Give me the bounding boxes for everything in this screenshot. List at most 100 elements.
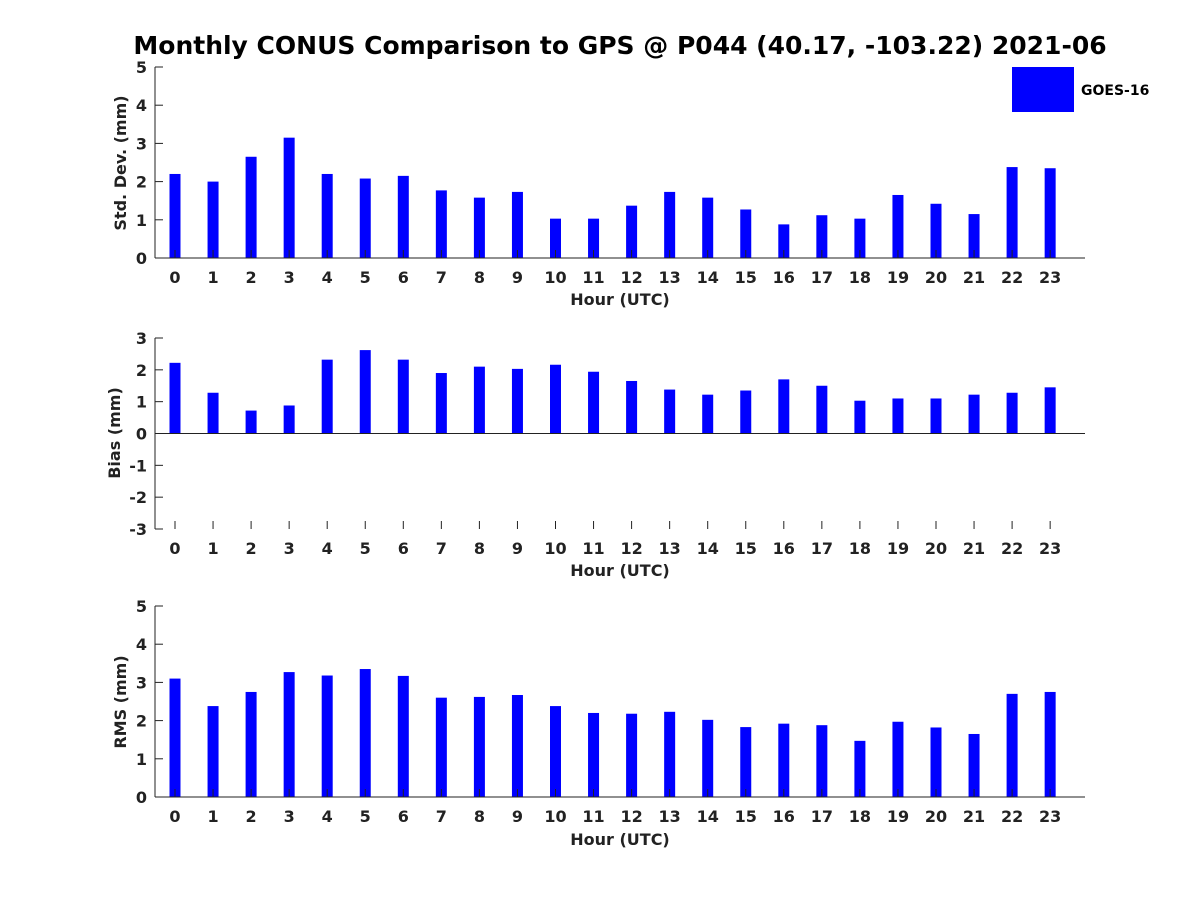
std-dev-bar-hour-7 (435, 190, 447, 258)
rms-x-tick-label: 20 (925, 807, 947, 826)
bias-x-tick-label: 4 (322, 539, 333, 558)
std-dev-y-tick-label: 1 (136, 211, 147, 230)
bias-bar-hour-11 (588, 371, 600, 434)
bias-bar-hour-17 (816, 385, 828, 434)
rms-x-tick-label: 18 (849, 807, 871, 826)
std-dev-x-tick-label: 1 (207, 268, 218, 287)
std-dev-bar-hour-8 (473, 197, 485, 258)
rms-x-tick-label: 9 (512, 807, 523, 826)
bias-bar-hour-14 (702, 394, 714, 434)
std-dev-bar-hour-6 (397, 175, 409, 258)
std-dev-bar-hour-17 (816, 215, 828, 258)
rms-x-tick-label: 6 (398, 807, 409, 826)
bias-x-tick-label: 11 (582, 539, 604, 558)
std-dev-bar-hour-11 (588, 218, 600, 258)
bias-bar-hour-10 (550, 364, 561, 434)
bias-bar-hour-20 (930, 398, 942, 434)
rms-bar-hour-12 (626, 713, 638, 797)
std-dev-x-axis-label: Hour (UTC) (570, 290, 670, 309)
bias-bar-hour-9 (511, 368, 523, 434)
std-dev-bar-hour-23 (1044, 168, 1056, 258)
bias-y-axis-label: Bias (mm) (105, 387, 124, 479)
std-dev-y-axis-label: Std. Dev. (mm) (111, 95, 130, 230)
rms-bar-hour-1 (207, 706, 219, 797)
rms-bar-hour-10 (550, 706, 561, 797)
std-dev-x-tick-label: 9 (512, 268, 523, 287)
rms-bar-hour-23 (1044, 691, 1056, 797)
std-dev-bar-hour-2 (245, 156, 257, 258)
rms-x-tick-label: 17 (811, 807, 833, 826)
std-dev-x-tick-label: 8 (474, 268, 485, 287)
bias-x-tick-label: 10 (544, 539, 566, 558)
std-dev-bar-hour-18 (854, 218, 866, 258)
bias-x-tick-label: 2 (246, 539, 257, 558)
rms-y-tick-label: 2 (136, 712, 147, 731)
bias-x-tick-label: 6 (398, 539, 409, 558)
rms-x-tick-label: 14 (697, 807, 719, 826)
rms-bar-hour-8 (473, 696, 485, 797)
chart-title: Monthly CONUS Comparison to GPS @ P044 (… (133, 31, 1106, 60)
rms-bar-hour-19 (892, 721, 904, 797)
std-dev-bar-hour-9 (511, 191, 523, 258)
rms-bar-hour-11 (588, 712, 600, 797)
rms-bar-hour-16 (778, 723, 790, 797)
rms-x-tick-label: 4 (322, 807, 333, 826)
std-dev-x-tick-label: 16 (773, 268, 795, 287)
bias-bar-hour-22 (1006, 392, 1018, 434)
rms-x-tick-label: 19 (887, 807, 909, 826)
std-dev-x-tick-label: 13 (659, 268, 681, 287)
bias-x-tick-label: 5 (360, 539, 371, 558)
std-dev-bar-hour-13 (664, 191, 676, 258)
bias-bar-hour-8 (473, 366, 485, 434)
bias-x-tick-label: 22 (1001, 539, 1023, 558)
rms-bar-hour-15 (740, 727, 752, 797)
bias-x-tick-label: 3 (284, 539, 295, 558)
rms-x-tick-label: 15 (735, 807, 757, 826)
std-dev-x-tick-label: 3 (284, 268, 295, 287)
rms-y-tick-label: 5 (136, 597, 147, 616)
std-dev-x-tick-label: 19 (887, 268, 909, 287)
rms-bar-hour-22 (1006, 693, 1018, 797)
std-dev-bar-hour-22 (1006, 167, 1018, 258)
rms-bar-hour-21 (968, 733, 980, 797)
rms-x-tick-label: 5 (360, 807, 371, 826)
bias-bar-hour-6 (397, 359, 409, 434)
std-dev-x-tick-label: 7 (436, 268, 447, 287)
bias-bar-hour-15 (740, 390, 752, 434)
bias-x-tick-label: 17 (811, 539, 833, 558)
rms-x-tick-label: 21 (963, 807, 985, 826)
rms-y-tick-label: 0 (136, 788, 147, 807)
std-dev-x-tick-label: 11 (582, 268, 604, 287)
legend: GOES-16 (1012, 67, 1149, 112)
bias-bar-hour-18 (854, 400, 866, 434)
rms-bar-hour-7 (435, 697, 447, 797)
bias-x-tick-label: 12 (620, 539, 642, 558)
bias-y-tick-label: -3 (129, 520, 147, 539)
std-dev-bar-hour-4 (321, 173, 333, 258)
bias-y-tick-label: -2 (129, 488, 147, 507)
bias-bar-hour-12 (626, 380, 638, 434)
rms-x-axis-label: Hour (UTC) (570, 830, 670, 849)
bias-bar-hour-7 (435, 373, 447, 434)
std-dev-x-tick-label: 21 (963, 268, 985, 287)
bias-x-tick-label: 19 (887, 539, 909, 558)
bias-bar-hour-4 (321, 359, 333, 434)
rms-x-tick-label: 7 (436, 807, 447, 826)
bias-x-tick-label: 1 (207, 539, 218, 558)
bias-x-tick-label: 20 (925, 539, 947, 558)
bias-bar-hour-5 (359, 350, 371, 434)
std-dev-y-tick-label: 5 (136, 58, 147, 77)
rms-x-tick-label: 8 (474, 807, 485, 826)
rms-y-tick-label: 1 (136, 750, 147, 769)
bias-x-tick-label: 18 (849, 539, 871, 558)
bias-x-tick-label: 8 (474, 539, 485, 558)
std-dev-bar-hour-16 (778, 224, 790, 258)
std-dev-x-tick-label: 18 (849, 268, 871, 287)
rms-bar-hour-6 (397, 675, 409, 797)
rms-bar-hour-3 (283, 672, 295, 797)
rms-bar-hour-18 (854, 740, 866, 797)
rms-bar-hour-13 (664, 711, 676, 797)
